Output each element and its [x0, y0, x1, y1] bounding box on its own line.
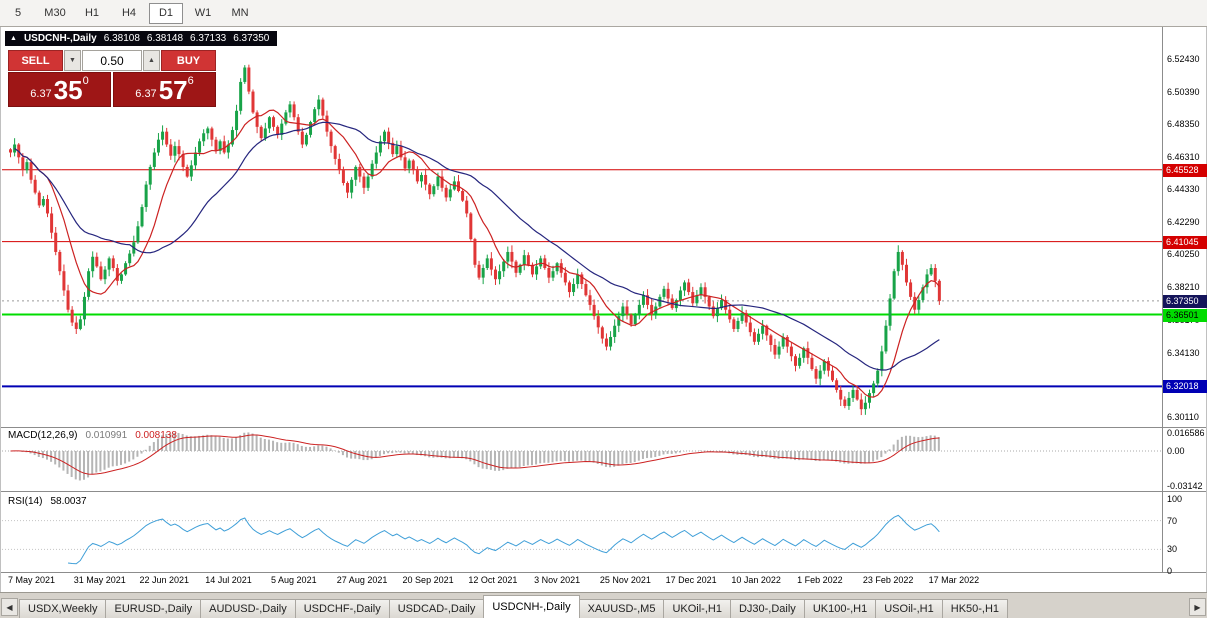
quote-low: 6.37133: [190, 33, 227, 44]
rsi-axis-label: 70: [1167, 515, 1178, 526]
ask-price-sup: 6: [187, 75, 194, 87]
lot-size-input[interactable]: 0.50: [82, 50, 142, 71]
chart-tab-xauusd-m5[interactable]: XAUUSD-,M5: [578, 599, 665, 618]
time-axis-label: 17 Dec 2021: [665, 575, 717, 585]
timeframe-button-h4[interactable]: H4: [121, 7, 137, 19]
macd-signal-value: 0.008138: [135, 430, 177, 441]
time-axis-label: 31 May 2021: [73, 575, 126, 585]
chart-canvas[interactable]: [0, 0, 1207, 592]
time-axis-label: 25 Nov 2021: [599, 575, 651, 585]
sell-button[interactable]: SELL: [8, 50, 63, 71]
timeframe-button-5[interactable]: 5: [14, 7, 22, 19]
price-axis-label: 6.46310: [1167, 152, 1200, 163]
price-axis-label: 6.52430: [1167, 54, 1200, 64]
chart-tab-usoil-h1[interactable]: USOil-,H1: [875, 599, 943, 618]
time-axis-label: 5 Aug 2021: [271, 575, 317, 585]
lot-decrease-button[interactable]: ▼: [64, 50, 81, 71]
time-axis-label: 10 Jan 2022: [731, 575, 781, 585]
chart-tab-dj30-daily[interactable]: DJ30-,Daily: [729, 599, 805, 618]
rsi-label-text: RSI(14): [8, 496, 43, 507]
time-axis-label: 22 Jun 2021: [139, 575, 190, 585]
price-axis[interactable]: 6.52430 6.50390 6.48350 6.46310 6.44330 6.422…: [1163, 0, 1207, 592]
bid-price-sup: 0: [82, 75, 89, 87]
chart-tab-eurusd-daily[interactable]: EURUSD-,Daily: [105, 599, 202, 618]
quote-high: 6.38148: [146, 33, 184, 44]
chart-tab-usdx-weekly[interactable]: USDX,Weekly: [19, 599, 107, 618]
time-axis-label: 12 Oct 2021: [468, 575, 518, 585]
quote-header: ▲ USDCNH-,Daily 6.38108 6.38148 6.37133 …: [5, 31, 278, 46]
tabs-container: USDX,Weekly EURUSD-,Daily AUDUSD-,Daily USD…: [19, 595, 1009, 618]
time-axis-label: 23 Feb 2022: [862, 575, 914, 585]
time-axis-label: 17 Mar 2022: [928, 575, 980, 585]
rsi-axis-label: 100: [1167, 494, 1183, 504]
price-axis-label: 6.48350: [1167, 119, 1200, 130]
timeframe-button-mn[interactable]: MN: [231, 7, 249, 19]
time-axis-label: 1 Feb 2022: [797, 575, 843, 585]
timeframe-button-h1[interactable]: H1: [84, 7, 100, 19]
macd-main-value: 0.010991: [85, 430, 128, 441]
timeframe-button-d1[interactable]: D1: [149, 2, 183, 24]
price-axis-label: 6.30110: [1167, 412, 1199, 422]
rsi-axis-label: 0: [1167, 566, 1173, 576]
bid-price-big: 35: [53, 75, 83, 105]
rsi-indicator-label: RSI(14) 58.0037: [8, 496, 87, 507]
time-axis-label: 14 Jul 2021: [205, 575, 252, 585]
chart-tab-uk100-h1[interactable]: UK100-,H1: [803, 599, 877, 618]
ask-price-button[interactable]: 6.37 57 6: [113, 72, 216, 107]
tabs-scroll-left-button[interactable]: ◀: [1, 598, 18, 616]
collapse-icon[interactable]: ▲: [10, 35, 17, 42]
time-axis-label: 7 May 2021: [8, 575, 56, 585]
price-level-badge: 6.41045: [1163, 235, 1207, 249]
current-price-badge: 6.37350: [1163, 294, 1207, 308]
timeframe-button-m30[interactable]: M30: [44, 7, 66, 19]
chart-tab-hk50-h1[interactable]: HK50-,H1: [941, 599, 1009, 618]
buy-button[interactable]: BUY: [161, 50, 216, 71]
chart-tabs-bar: ◀ USDX,Weekly EURUSD-,Daily AUDUSD-,Daily U…: [0, 592, 1207, 618]
price-axis-label: 6.34130: [1167, 347, 1200, 358]
rsi-axis-label: 30: [1167, 544, 1178, 555]
price-axis-label: 6.50390: [1167, 86, 1200, 97]
chart-tab-audusd-daily[interactable]: AUDUSD-,Daily: [200, 599, 296, 618]
rsi-value: 58.0037: [50, 496, 87, 507]
one-click-trading-panel: SELL ▼ 0.50 ▲ BUY 6.37 35 0 6.37 57 6: [8, 50, 216, 107]
time-axis[interactable]: 7 May 2021 31 May 2021 22 Jun 2021 14 Jul 2…: [0, 575, 1160, 589]
timeframe-button-w1[interactable]: W1: [194, 7, 212, 19]
time-axis-label: 27 Aug 2021: [336, 575, 388, 585]
chart-tab-usdcnh-daily[interactable]: USDCNH-,Daily: [483, 595, 580, 618]
lot-increase-button[interactable]: ▲: [143, 50, 160, 71]
ask-price-big: 57: [158, 75, 188, 105]
macd-axis-label: -0.03142: [1167, 480, 1203, 491]
time-axis-label: 20 Sep 2021: [402, 575, 454, 585]
bid-price-button[interactable]: 6.37 35 0: [8, 72, 111, 107]
price-axis-label: 6.40250: [1167, 249, 1200, 260]
ask-price-prefix: 6.37: [135, 88, 157, 100]
quote-close: 6.37350: [233, 33, 270, 44]
macd-indicator-label: MACD(12,26,9) 0.010991 0.008138: [8, 430, 177, 441]
quote-open: 6.38108: [103, 33, 140, 44]
quote-symbol: USDCNH-,Daily: [23, 33, 97, 44]
time-axis-label: 3 Nov 2021: [534, 575, 581, 585]
price-level-badge: 6.32018: [1163, 380, 1207, 394]
price-axis-label: 6.44330: [1167, 183, 1200, 194]
price-level-badge: 6.36501: [1163, 308, 1207, 322]
price-level-badge: 6.45528: [1163, 163, 1207, 177]
chart-tab-ukoil-h1[interactable]: UKOil-,H1: [663, 599, 731, 618]
macd-axis-label: 0.016586: [1167, 427, 1205, 438]
timeframe-buttons: 5 M30 H1 H4 D1 W1 MN: [0, 2, 257, 24]
macd-label-text: MACD(12,26,9): [8, 430, 78, 441]
bid-price-prefix: 6.37: [30, 88, 52, 100]
chart-tab-usdcad-daily[interactable]: USDCAD-,Daily: [388, 599, 485, 618]
price-axis-label: 6.38210: [1167, 282, 1200, 293]
macd-axis-label: 0.00: [1167, 446, 1185, 456]
price-axis-label: 6.42290: [1167, 216, 1200, 227]
timeframe-toolbar: 5 M30 H1 H4 D1 W1 MN: [0, 0, 1207, 26]
chart-tab-usdchf-daily[interactable]: USDCHF-,Daily: [294, 599, 390, 618]
tabs-scroll-right-button[interactable]: ▶: [1189, 598, 1206, 616]
